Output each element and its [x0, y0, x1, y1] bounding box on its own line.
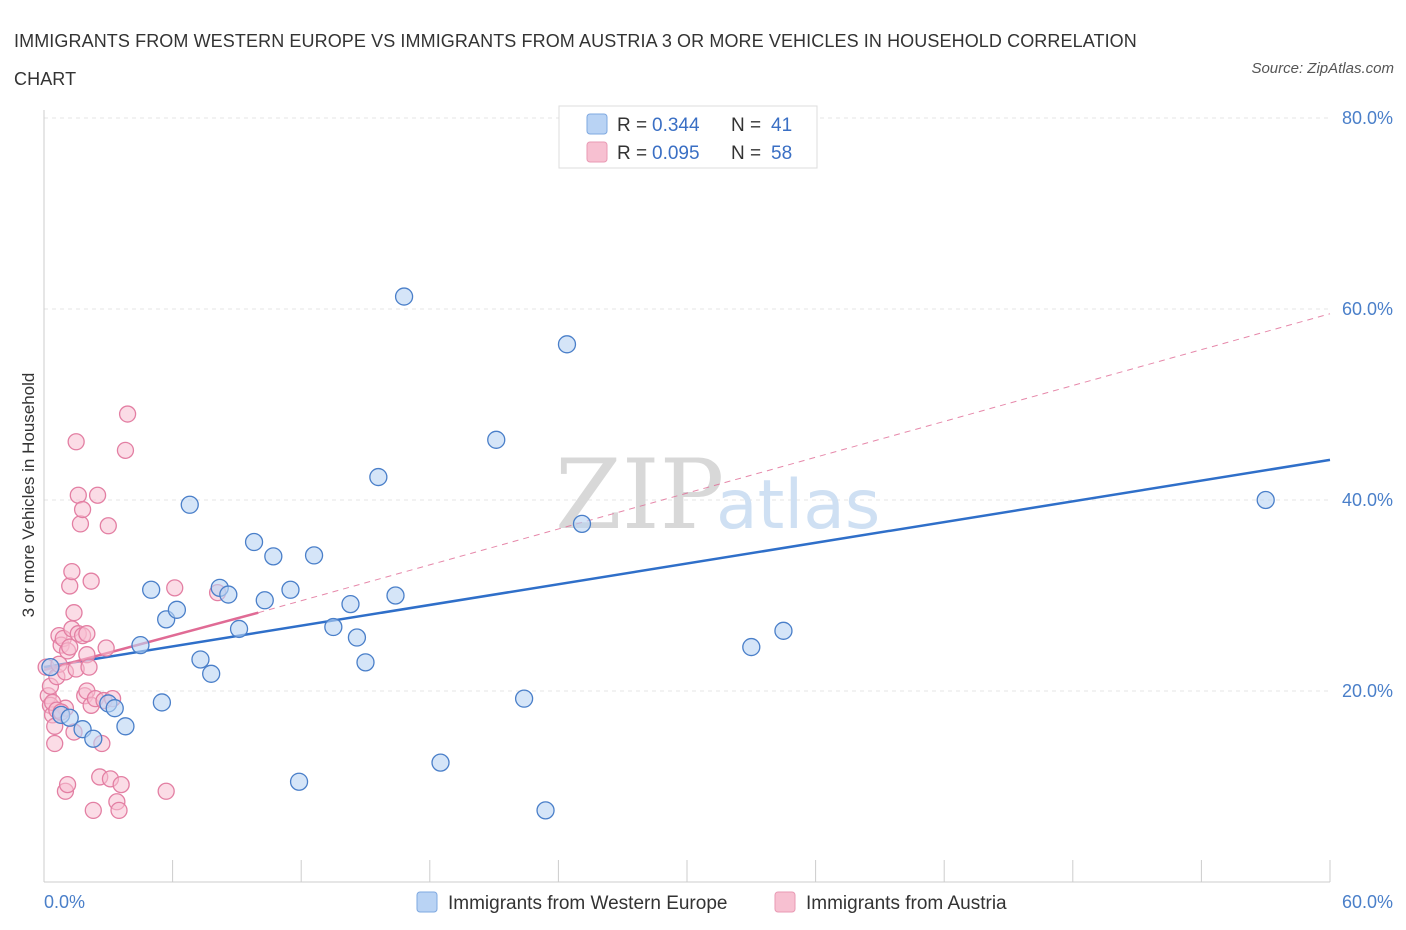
source-label: Source: ZipAtlas.com — [1251, 60, 1394, 77]
point-western-europe-27 — [347, 628, 367, 647]
legend-n-label-2: N = — [731, 143, 761, 164]
point-austria-47 — [118, 405, 137, 423]
point-western-europe-36 — [557, 335, 577, 354]
point-austria-22 — [69, 486, 87, 504]
point-western-europe-33 — [487, 430, 506, 449]
legend-n-value-2: 58 — [771, 143, 792, 164]
point-western-europe-25 — [324, 617, 343, 637]
point-western-europe-13 — [180, 495, 199, 514]
point-western-europe-20 — [255, 591, 274, 610]
point-western-europe-17 — [219, 585, 238, 604]
point-austria-53 — [166, 579, 184, 597]
point-western-europe-2 — [60, 708, 79, 727]
x-tick-label-min: 0.0% — [44, 892, 85, 912]
legend-n-value-1: 41 — [771, 115, 792, 136]
trend-line-austria — [43, 611, 259, 672]
legend-swatch-blue — [586, 113, 608, 135]
point-austria-40 — [99, 517, 117, 535]
y-axis-label: 3 or more Vehicles in Household — [19, 373, 38, 618]
legend-series-swatch-pink — [774, 891, 796, 913]
x-axis-ticks — [43, 860, 1331, 882]
point-western-europe-19 — [244, 532, 264, 552]
point-western-europe-6 — [105, 699, 124, 718]
y-tick-label-40: 40.0% — [1342, 490, 1393, 510]
y-tick-label-60: 60.0% — [1342, 299, 1393, 319]
point-austria-44 — [110, 801, 128, 820]
point-western-europe-12 — [167, 600, 187, 619]
point-western-europe-24 — [304, 546, 324, 565]
point-austria-16 — [63, 562, 81, 581]
legend-r-label-2: R = — [617, 143, 647, 164]
point-western-europe-0 — [41, 657, 60, 677]
point-western-europe-21 — [264, 547, 283, 566]
legend-series-swatch-blue — [416, 891, 438, 913]
series-austria-points — [37, 405, 227, 820]
point-western-europe-4 — [84, 729, 103, 748]
legend-stats: R = 0.344 N = 41 R = 0.095 N = 58 — [558, 105, 818, 169]
legend-series: Immigrants from Western Europe Immigrant… — [416, 891, 1007, 914]
point-austria-6 — [46, 734, 64, 753]
point-western-europe-28 — [356, 653, 375, 672]
legend-r-label-1: R = — [617, 115, 647, 136]
point-austria-30 — [80, 658, 98, 676]
y-tick-labels: 20.0% 40.0% 60.0% 80.0% — [1342, 108, 1393, 701]
point-austria-35 — [88, 486, 107, 504]
point-western-europe-39 — [774, 621, 793, 640]
point-austria-49 — [58, 775, 77, 794]
gridlines — [44, 117, 1330, 692]
watermark-atlas: atlas — [716, 466, 880, 545]
point-austria-24 — [71, 515, 90, 533]
point-western-europe-15 — [202, 664, 221, 683]
point-western-europe-30 — [386, 586, 405, 605]
point-western-europe-22 — [281, 580, 300, 599]
point-western-europe-10 — [152, 693, 172, 712]
point-austria-56 — [61, 638, 79, 656]
trend-line-austria-extension — [258, 313, 1331, 614]
point-western-europe-35 — [536, 801, 555, 820]
point-western-europe-26 — [341, 594, 360, 614]
point-austria-52 — [157, 782, 175, 800]
point-western-europe-37 — [572, 514, 592, 534]
point-western-europe-23 — [289, 772, 309, 791]
series-western-europe-points — [41, 287, 1275, 820]
point-western-europe-40 — [1256, 490, 1275, 510]
trend-line-western-europe — [43, 458, 1331, 669]
point-austria-46 — [116, 441, 135, 459]
point-austria-33 — [84, 801, 102, 820]
legend-r-value-1: 0.344 — [652, 115, 700, 136]
legend-swatch-pink — [586, 141, 608, 163]
point-western-europe-7 — [116, 717, 135, 736]
y-tick-label-20: 20.0% — [1342, 681, 1393, 701]
x-tick-label-max: 60.0% — [1342, 892, 1393, 912]
legend-series-label-austria: Immigrants from Austria — [806, 893, 1007, 914]
legend-n-label-1: N = — [731, 115, 761, 136]
point-austria-45 — [112, 775, 130, 794]
point-austria-15 — [61, 577, 79, 595]
point-austria-18 — [65, 604, 83, 622]
point-western-europe-14 — [191, 650, 210, 669]
point-austria-57 — [78, 625, 96, 643]
point-western-europe-38 — [742, 637, 761, 657]
point-western-europe-32 — [431, 753, 450, 772]
trend-lines — [43, 313, 1331, 672]
point-austria-39 — [97, 639, 115, 657]
point-austria-25 — [73, 500, 92, 519]
y-tick-label-80: 80.0% — [1342, 108, 1393, 128]
chart-title: IMMIGRANTS FROM WESTERN EUROPE VS IMMIGR… — [14, 31, 1137, 89]
point-western-europe-9 — [142, 580, 161, 599]
point-western-europe-31 — [394, 287, 414, 306]
legend-r-value-2: 0.095 — [652, 143, 700, 164]
point-austria-31 — [82, 572, 100, 590]
point-western-europe-29 — [369, 467, 388, 487]
watermark-zip: ZIP — [555, 439, 724, 551]
point-western-europe-8 — [131, 636, 150, 655]
point-western-europe-18 — [229, 619, 249, 639]
legend-series-label-western-europe: Immigrants from Western Europe — [448, 893, 727, 914]
point-western-europe-34 — [514, 689, 534, 708]
point-austria-21 — [67, 433, 85, 451]
